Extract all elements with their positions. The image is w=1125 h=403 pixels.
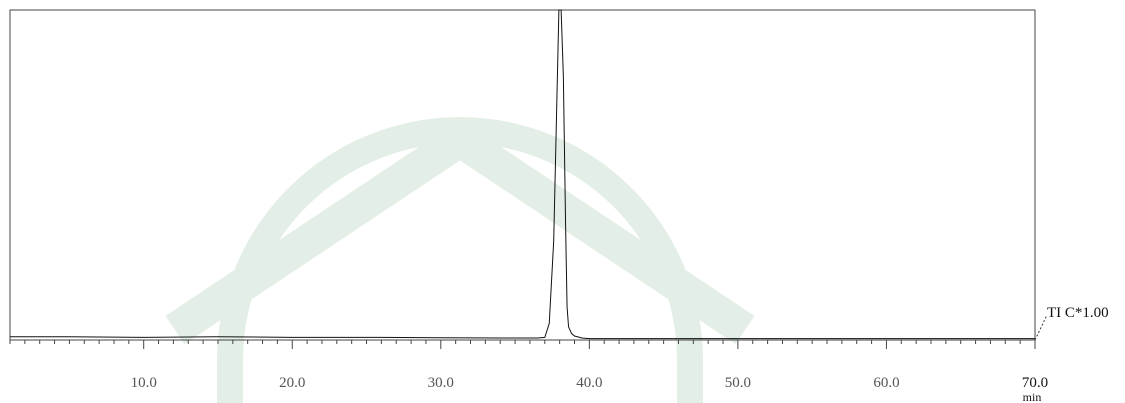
trace-label-leader: [1034, 314, 1048, 341]
tic-series-line: [10, 9, 1035, 340]
x-tick-label: 20.0: [279, 375, 305, 391]
trace-label: TI C*1.00: [1047, 305, 1109, 321]
x-tick-label: 10.0: [131, 375, 157, 391]
x-tick-label: 50.0: [725, 375, 751, 391]
x-axis-major-ticks: [143, 340, 1036, 349]
x-axis-minor-ticks: [9, 340, 1021, 344]
x-axis-unit-label: min: [1023, 390, 1042, 403]
x-tick-label: 30.0: [428, 375, 454, 391]
x-tick-label: 70.0: [1022, 375, 1048, 391]
watermark-ring: [217, 117, 703, 403]
watermark-logo: [165, 117, 755, 403]
plot-frame: [9, 9, 1036, 341]
x-tick-label: 60.0: [873, 375, 899, 391]
x-axis-tick-labels: 10.0 20.0 30.0 40.0 50.0 60.0 70.0: [131, 375, 1049, 391]
x-tick-label: 40.0: [576, 375, 602, 391]
